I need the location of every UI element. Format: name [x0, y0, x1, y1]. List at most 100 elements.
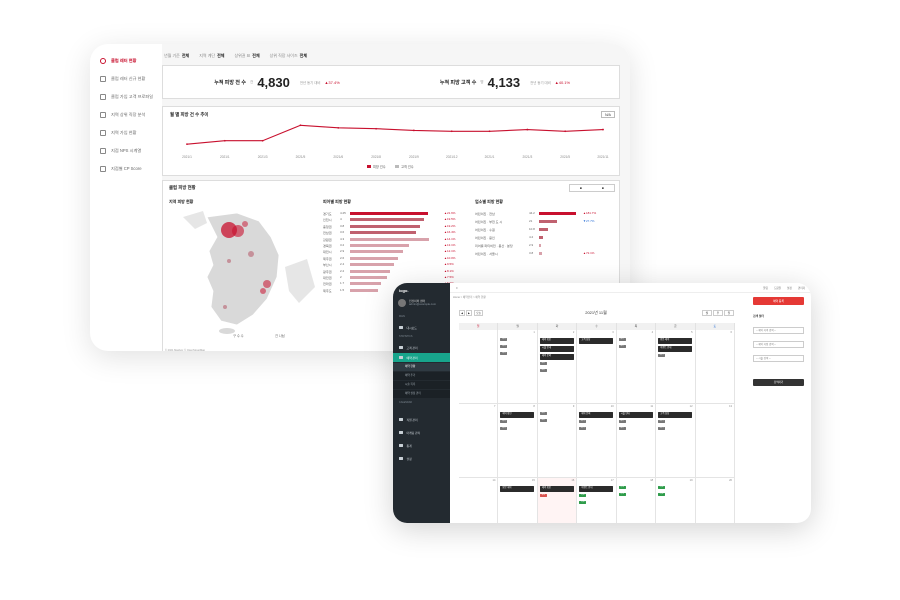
- calendar-event-item[interactable]: 대기: [500, 345, 508, 348]
- calendar-event[interactable]: 방문 예약: [658, 338, 693, 344]
- sidebar-item[interactable]: 지역 가입 현황: [90, 124, 162, 142]
- calendar-day[interactable]: 15 방문 예약: [498, 478, 538, 523]
- calendar-event[interactable]: 방문 예약: [500, 486, 535, 492]
- sidebar-item[interactable]: 클럽 가입 고객 프로파일: [90, 88, 162, 106]
- region-select[interactable]: -- 예약 지역 검색 --: [753, 327, 804, 334]
- view-toggle[interactable]: ■ ■: [569, 184, 615, 192]
- bar[interactable]: [350, 231, 417, 235]
- bar[interactable]: [539, 236, 543, 239]
- calendar-event-item[interactable]: 확정: [658, 493, 666, 496]
- prev-month-button[interactable]: ◀: [459, 310, 465, 316]
- branch-select[interactable]: -- 예약 지점 검색 --: [753, 341, 804, 348]
- calendar-day[interactable]: 5 방문 예약 이벤트 안내 대기: [656, 330, 696, 403]
- calendar-event-item[interactable]: 대기: [539, 412, 548, 415]
- calendar-day[interactable]: 1 대기 대기 대기: [498, 330, 538, 403]
- calendar-day[interactable]: 8 예약 확인 대기 대기: [498, 404, 538, 477]
- calendar-day[interactable]: 7: [459, 404, 499, 477]
- calendar-day[interactable]: 4 대기 대기: [617, 330, 657, 403]
- calendar-event[interactable]: 이벤트 안내: [579, 486, 614, 492]
- calendar-event-item[interactable]: 대기: [658, 420, 666, 423]
- treatment-select[interactable]: -- 시술 검색 --: [753, 355, 804, 362]
- calendar-event[interactable]: 예약 확인: [500, 412, 535, 418]
- topbar-tool[interactable]: 설정: [787, 287, 792, 290]
- trend-option-button[interactable]: N/A: [601, 111, 615, 118]
- bar[interactable]: [350, 263, 395, 267]
- logo[interactable]: logo.: [399, 288, 409, 293]
- bar[interactable]: [539, 212, 577, 215]
- calendar-day[interactable]: 11 시술 안내 대기 대기: [617, 404, 657, 477]
- calendar-day[interactable]: 19 확정 확정: [656, 478, 696, 523]
- calendar-event-item[interactable]: 대기: [539, 419, 548, 422]
- calendar-day[interactable]: 12 고객 상담 대기 대기: [656, 404, 696, 477]
- calendar-event-item[interactable]: 대기: [658, 427, 666, 430]
- next-month-button[interactable]: ▶: [466, 310, 472, 316]
- topbar-tool[interactable]: 도움말: [773, 287, 782, 290]
- filter-item[interactable]: 년월 기준 전체: [164, 53, 189, 63]
- calendar-event-item[interactable]: 대기: [618, 420, 627, 423]
- bar[interactable]: [350, 212, 429, 215]
- bar[interactable]: [350, 276, 387, 279]
- map-bubble[interactable]: [227, 259, 231, 263]
- bar[interactable]: [350, 288, 378, 292]
- bar[interactable]: [350, 256, 398, 260]
- calendar-day[interactable]: 3 고객 상담: [577, 330, 617, 403]
- sidebar-item[interactable]: 직원 관리: [393, 415, 450, 424]
- calendar-event-item[interactable]: 대기: [618, 345, 627, 348]
- sidebar-item[interactable]: 지점 NPS 시계열: [90, 142, 162, 160]
- view-month-button[interactable]: 월: [702, 310, 712, 316]
- bar[interactable]: [350, 250, 404, 254]
- korea-map[interactable]: [167, 207, 317, 337]
- calendar-event-item[interactable]: 대기: [500, 338, 508, 341]
- calendar-event[interactable]: 예약 문의: [579, 412, 614, 418]
- profile[interactable]: 전선미터 센터 admin@example.com: [398, 299, 436, 307]
- calendar-event-item[interactable]: 대기: [579, 420, 587, 423]
- calendar-event-item[interactable]: 확정: [579, 494, 587, 497]
- bar[interactable]: [350, 282, 382, 286]
- bar[interactable]: [350, 218, 424, 222]
- calendar-event[interactable]: 예약 확인: [539, 486, 574, 492]
- calendar-day[interactable]: 2 예약 확인 시술 안내 예약 문의 대기 대기: [538, 330, 578, 403]
- bar[interactable]: [539, 220, 557, 223]
- map-bubble[interactable]: [260, 288, 266, 294]
- calendar-event[interactable]: 고객 상담: [579, 338, 614, 344]
- calendar-event[interactable]: 시술 안내: [618, 412, 653, 418]
- sidebar-item[interactable]: 설정: [393, 454, 450, 463]
- search-button[interactable]: 검색하기: [753, 379, 804, 386]
- bar[interactable]: [539, 252, 543, 255]
- toggle-option[interactable]: ■: [602, 186, 604, 190]
- calendar-day[interactable]: 10 예약 문의 대기 대기: [577, 404, 617, 477]
- sidebar-item[interactable]: 예약 관리: [393, 353, 450, 362]
- bar[interactable]: [350, 244, 409, 247]
- bar[interactable]: [539, 228, 549, 231]
- calendar-event-item[interactable]: 대기: [658, 354, 666, 357]
- topbar-tool[interactable]: 관리자: [797, 287, 805, 290]
- calendar-event[interactable]: 이벤트 안내: [658, 346, 693, 352]
- view-week-button[interactable]: 주: [713, 310, 723, 316]
- calendar-event-item[interactable]: 대기: [539, 362, 548, 365]
- filter-item[interactable]: 상위권 표 전체: [234, 53, 259, 63]
- map-bubble[interactable]: [242, 221, 248, 227]
- sidebar-item[interactable]: 지점별 CP Score: [90, 160, 162, 178]
- map-bubble[interactable]: [263, 280, 271, 288]
- map-bubble[interactable]: [232, 225, 244, 237]
- calendar-day[interactable]: 13: [696, 404, 735, 477]
- calendar-event[interactable]: 고객 상담: [658, 412, 693, 418]
- today-button[interactable]: 오늘: [474, 310, 483, 316]
- view-day-button[interactable]: 일: [724, 310, 734, 316]
- calendar-event-item[interactable]: 대기: [500, 427, 508, 430]
- calendar-event-item[interactable]: 대기: [500, 420, 508, 423]
- map-bubble[interactable]: [248, 251, 254, 257]
- sidebar-item[interactable]: 클럽 레터 신규 현황: [90, 70, 162, 88]
- bar[interactable]: [350, 224, 420, 228]
- calendar-day[interactable]: 6: [696, 330, 735, 403]
- calendar-event-item[interactable]: 대기: [579, 427, 587, 430]
- calendar-event[interactable]: 시술 안내: [539, 346, 574, 352]
- calendar-event-item[interactable]: 확정: [579, 501, 587, 504]
- sidebar-item[interactable]: 마케팅 관리: [393, 428, 450, 437]
- calendar-day[interactable]: 20: [696, 478, 735, 523]
- calendar-day[interactable]: [459, 330, 499, 403]
- filter-item[interactable]: 상위 직장 사이즈 전체: [270, 53, 307, 63]
- calendar-event-item[interactable]: 대기: [618, 338, 627, 341]
- filter-item[interactable]: 지역 계단 전체: [199, 53, 224, 63]
- map-bubble[interactable]: [223, 305, 227, 309]
